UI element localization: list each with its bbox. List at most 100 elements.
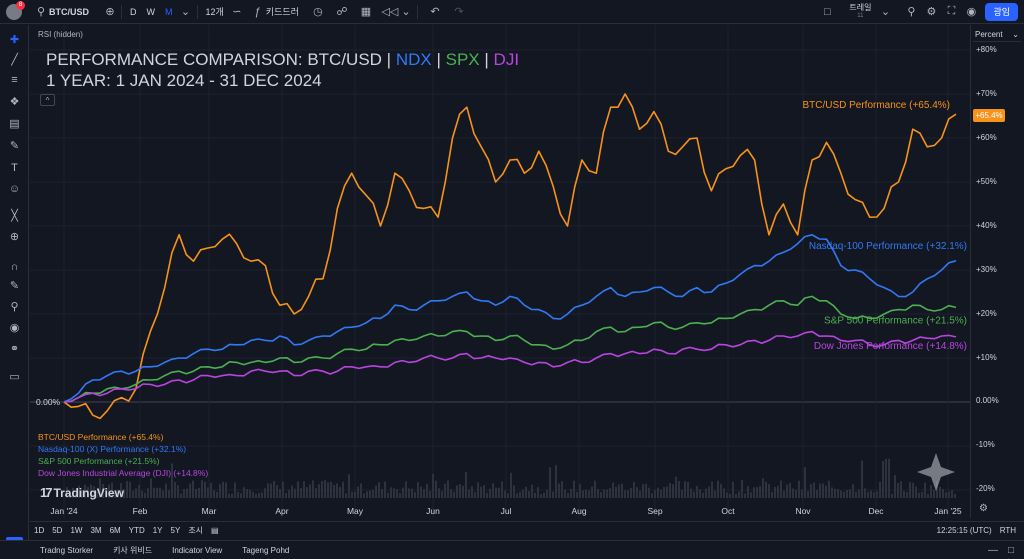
- lock-icon[interactable]: ⚲: [10, 301, 19, 313]
- emoji-icon[interactable]: ☺: [8, 182, 21, 195]
- range-bar: 1D 5D 1W 3M 6M YTD 1Y 5Y 조시 ▤ 12:25:15 (…: [30, 521, 1024, 539]
- collapse-legend-button[interactable]: ^: [40, 94, 55, 106]
- range-6m[interactable]: 6M: [109, 526, 121, 535]
- text-icon[interactable]: T: [11, 161, 18, 174]
- range-1d[interactable]: 1D: [34, 526, 45, 535]
- rth-toggle[interactable]: RTH: [999, 526, 1016, 535]
- maximize-icon[interactable]: □: [1007, 544, 1014, 556]
- volume-bar: [423, 489, 425, 498]
- interval-d[interactable]: D: [130, 6, 137, 17]
- layout-square-icon[interactable]: □: [824, 5, 831, 18]
- interval-w[interactable]: W: [146, 6, 156, 17]
- price-scale[interactable]: Percent ⌄ +80% +70% +60% +50% +40% +30% …: [970, 25, 1024, 518]
- legend-spx[interactable]: S&P 500 Performance (+21.5%): [38, 456, 160, 466]
- zoom-in-icon[interactable]: ⊕: [9, 231, 20, 243]
- volume-bar: [378, 482, 380, 498]
- user-avatar[interactable]: 8: [6, 0, 25, 20]
- tab-trading-panel[interactable]: Tageng Pohd: [242, 545, 290, 555]
- volume-bar: [927, 493, 929, 498]
- minimize-icon[interactable]: —: [987, 544, 998, 556]
- trash-icon[interactable]: ▭: [9, 371, 20, 383]
- lock-drawing-icon[interactable]: ✎: [9, 280, 20, 292]
- interval-m[interactable]: M: [165, 6, 173, 17]
- legend-btc[interactable]: BTC/USD Performance (+65.4%): [38, 432, 164, 442]
- range-5y[interactable]: 5Y: [170, 526, 181, 535]
- volume-bar: [924, 482, 926, 498]
- pattern-icon[interactable]: ❖: [9, 96, 20, 108]
- volume-bar: [846, 490, 848, 498]
- indicators-button[interactable]: ƒ 키드드러: [245, 0, 304, 24]
- volume-bar: [276, 485, 278, 498]
- volume-bar: [306, 487, 308, 498]
- trend-line-icon[interactable]: ╱: [11, 54, 18, 66]
- volume-bar: [759, 486, 761, 498]
- crosshair-icon[interactable]: ✚: [9, 34, 20, 46]
- range-1y[interactable]: 1Y: [152, 526, 163, 535]
- layout-name[interactable]: 트레일 11: [849, 3, 871, 21]
- gear-icon[interactable]: ⚙: [926, 6, 937, 18]
- volume-bar: [783, 490, 785, 498]
- eye-icon[interactable]: ◉: [9, 322, 20, 334]
- volume-bar: [810, 484, 812, 498]
- replay-icon[interactable]: ☍: [336, 6, 348, 18]
- scale-settings-icon[interactable]: ⚙: [979, 503, 988, 514]
- layout-grid-icon[interactable]: ▦: [360, 6, 372, 18]
- fib-icon[interactable]: ≡: [11, 73, 18, 86]
- range-1w[interactable]: 1W: [70, 526, 83, 535]
- volume-bar: [726, 492, 728, 498]
- rewind-icon[interactable]: ◁◁: [381, 6, 399, 18]
- volume-bar: [684, 481, 686, 498]
- redo-icon[interactable]: ↷: [454, 6, 464, 18]
- legend-ndx[interactable]: Nasdaq-100 (X) Performance (+32.1%): [38, 444, 187, 454]
- time-axis[interactable]: Jan '24 Feb Mar Apr May Jun Jul Aug Sep …: [30, 504, 970, 518]
- search-icon[interactable]: ⚲: [907, 6, 916, 18]
- utc-clock[interactable]: 12:25:15 (UTC): [936, 526, 992, 535]
- volume-bar: [561, 481, 563, 498]
- tradingview-wordmark: TradingView: [53, 485, 124, 500]
- undo-icon[interactable]: ↶: [430, 6, 440, 18]
- time-label: Apr: [275, 506, 289, 516]
- rsi-hidden-label[interactable]: RSI (hidden): [38, 30, 83, 39]
- ruler-icon[interactable]: ╳: [11, 210, 18, 222]
- legend-dji[interactable]: Dow Jones Industrial Average (DJI) (+14.…: [38, 468, 209, 478]
- volume-bar: [300, 488, 302, 498]
- volume-bar: [933, 489, 935, 498]
- range-3m[interactable]: 3M: [90, 526, 102, 535]
- tab-pine-editor[interactable]: 키사 위비드: [113, 545, 153, 555]
- tab-stock-screener[interactable]: Tradng Storker: [40, 545, 94, 555]
- chart-interval[interactable]: 12개: [205, 7, 224, 17]
- volume-bar: [687, 481, 689, 498]
- volume-bar: [261, 492, 263, 498]
- tab-indicator-view[interactable]: Indicator View: [172, 545, 223, 555]
- brush-icon[interactable]: ✎: [9, 140, 20, 152]
- date-range-icon[interactable]: ▤: [211, 526, 219, 535]
- symbol-search[interactable]: ⚲ BTC/USD: [28, 0, 94, 24]
- publish-button[interactable]: 광임: [985, 2, 1018, 21]
- volume-bar: [513, 485, 515, 498]
- chevron-down-icon[interactable]: ⌄: [401, 6, 411, 18]
- projection-icon[interactable]: ▤: [9, 118, 20, 130]
- fullscreen-icon[interactable]: ⛶: [947, 5, 956, 17]
- volume-bar: [633, 481, 635, 498]
- range-ytd[interactable]: YTD: [128, 526, 145, 535]
- volume-bar: [576, 491, 578, 498]
- camera-icon[interactable]: ◉: [966, 6, 977, 18]
- scale-mode-select[interactable]: Percent ⌄: [973, 27, 1021, 42]
- volume-bar: [609, 488, 611, 498]
- magnet-icon[interactable]: ∩: [10, 260, 19, 273]
- notification-badge: 8: [16, 0, 25, 10]
- link-icon[interactable]: ⚭: [9, 343, 20, 355]
- chart-pane[interactable]: 0.00% BTC/USD Performance (+65.4%) Nasdaq-…: [30, 25, 970, 518]
- alert-clock-icon[interactable]: ◷: [313, 6, 323, 18]
- volume-bar: [213, 490, 215, 498]
- volume-bar: [267, 483, 269, 498]
- tradingview-logo[interactable]: 17 TradingView: [40, 485, 124, 500]
- volume-bar: [114, 490, 116, 498]
- range-all[interactable]: 조시: [188, 526, 204, 535]
- chevron-down-icon[interactable]: ⌄: [880, 6, 891, 18]
- volume-bar: [954, 493, 956, 498]
- range-5d[interactable]: 5D: [52, 526, 63, 535]
- add-compare-icon[interactable]: ⊕: [105, 6, 115, 18]
- chart-type-icon[interactable]: ∽: [232, 6, 242, 18]
- chevron-down-icon[interactable]: ⌄: [180, 6, 191, 18]
